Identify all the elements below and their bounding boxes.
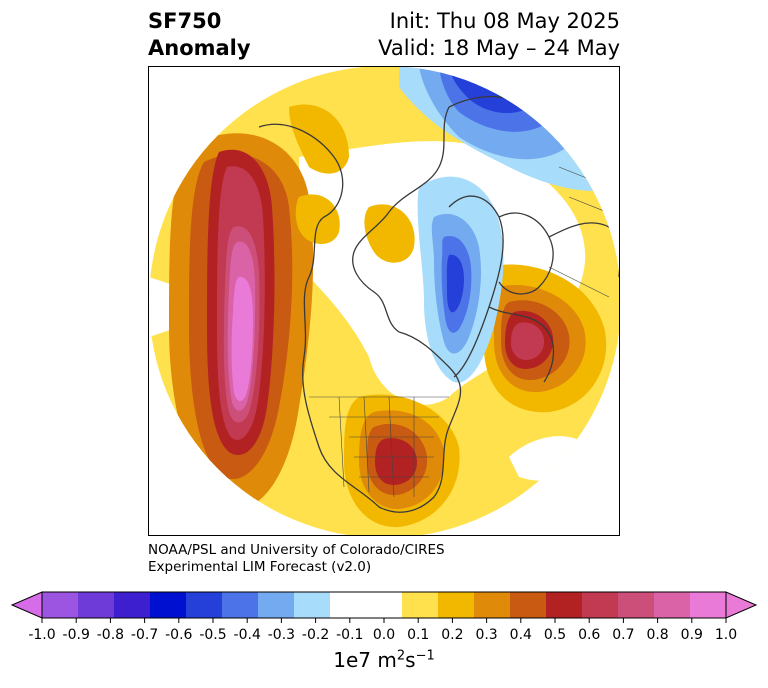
title-variable: SF750 — [148, 9, 222, 33]
colorbar-bin — [690, 592, 727, 618]
units-exp1: 2 — [396, 648, 406, 664]
units-s: s — [405, 648, 416, 672]
forecast-dates: Init: Thu 08 May 2025 Valid: 18 May – 24… — [378, 8, 620, 62]
colorbar-bin — [474, 592, 511, 618]
eastus-anomaly-0p5 — [375, 438, 417, 485]
colorbar-tick-label: 1.0 — [715, 627, 737, 643]
colorbar-tick-label: -0.3 — [268, 627, 295, 643]
colorbar-bin — [618, 592, 655, 618]
colorbar-tick-label: -0.2 — [302, 627, 329, 643]
colorbar-bin — [78, 592, 115, 618]
colorbar-tick-label: 0.3 — [475, 627, 497, 643]
colorbar-bin — [114, 592, 151, 618]
colorbar-tick-label: 0.2 — [441, 627, 463, 643]
colorbar-tick-label: 0.5 — [544, 627, 566, 643]
colorbar-tick-label: -0.5 — [199, 627, 226, 643]
init-date: Init: Thu 08 May 2025 — [389, 9, 620, 33]
colorbar-tick-label: -0.8 — [97, 627, 124, 643]
colorbar-tick-label: -0.1 — [336, 627, 363, 643]
colorbar-tick-label: -0.9 — [63, 627, 90, 643]
colorbar-bin — [294, 592, 331, 618]
colorbar-tick-label: 0.9 — [681, 627, 703, 643]
yukon-anomaly — [295, 194, 340, 244]
colorbar-high-extend — [725, 591, 758, 619]
credit-text: NOAA/PSL and University of Colorado/CIRE… — [148, 542, 445, 576]
colorbar-tick-label: 0.0 — [373, 627, 395, 643]
colorbar-tick-label: 0.8 — [646, 627, 668, 643]
colorbar-tick-label: 0.7 — [612, 627, 634, 643]
colorbar-bin — [258, 592, 295, 618]
title-field: Anomaly — [148, 36, 251, 60]
pacific-anomaly-0p9 — [231, 276, 253, 402]
canada-anomaly — [364, 204, 415, 263]
colorbar-bin — [510, 592, 547, 618]
colorbar-bin — [402, 592, 439, 618]
colorbar-bin — [186, 592, 223, 618]
anomaly-map — [149, 67, 619, 535]
colorbar-tick-label: -1.0 — [28, 627, 55, 643]
colorbar-bin — [150, 592, 187, 618]
credit-line-2: Experimental LIM Forecast (v2.0) — [148, 559, 372, 575]
colorbar-graphic: -1.0 -0.9 -0.8 -0.7 -0.6 -0.5 -0.4 -0.3 -0.2 -0.1… — [10, 591, 758, 643]
colorbar-tick-label: 0.4 — [510, 627, 532, 643]
units-main: 1e7 m — [333, 648, 397, 672]
colorbar-bin — [42, 592, 79, 618]
colorbar-low-extend — [10, 591, 43, 619]
colorbar-bin — [582, 592, 619, 618]
colorbar-bin — [222, 592, 259, 618]
colorbar-tick-label: -0.6 — [165, 627, 192, 643]
colorbar-bin — [438, 592, 475, 618]
plot-title: SF750 Anomaly — [148, 8, 251, 62]
colorbar: -1.0 -0.9 -0.8 -0.7 -0.6 -0.5 -0.4 -0.3 -0.2 -0.1… — [0, 586, 768, 686]
map-panel — [148, 66, 620, 536]
europe-anomaly-0p6 — [511, 322, 545, 360]
units-exp2: −1 — [415, 648, 435, 664]
colorbar-bin — [330, 592, 367, 618]
colorbar-bin — [654, 592, 691, 618]
colorbar-tick-label: 0.6 — [578, 627, 600, 643]
arctic-negative-0p4 — [446, 254, 464, 313]
colorbar-bin — [546, 592, 583, 618]
colorbar-tick-label: 0.1 — [407, 627, 429, 643]
credit-line-1: NOAA/PSL and University of Colorado/CIRE… — [148, 542, 445, 558]
colorbar-bin — [366, 592, 403, 618]
valid-range: Valid: 18 May – 24 May — [378, 36, 620, 60]
colorbar-units: 1e7 m2s−1 — [0, 648, 768, 672]
colorbar-tick-label: -0.7 — [131, 627, 158, 643]
colorbar-tick-label: -0.4 — [234, 627, 261, 643]
